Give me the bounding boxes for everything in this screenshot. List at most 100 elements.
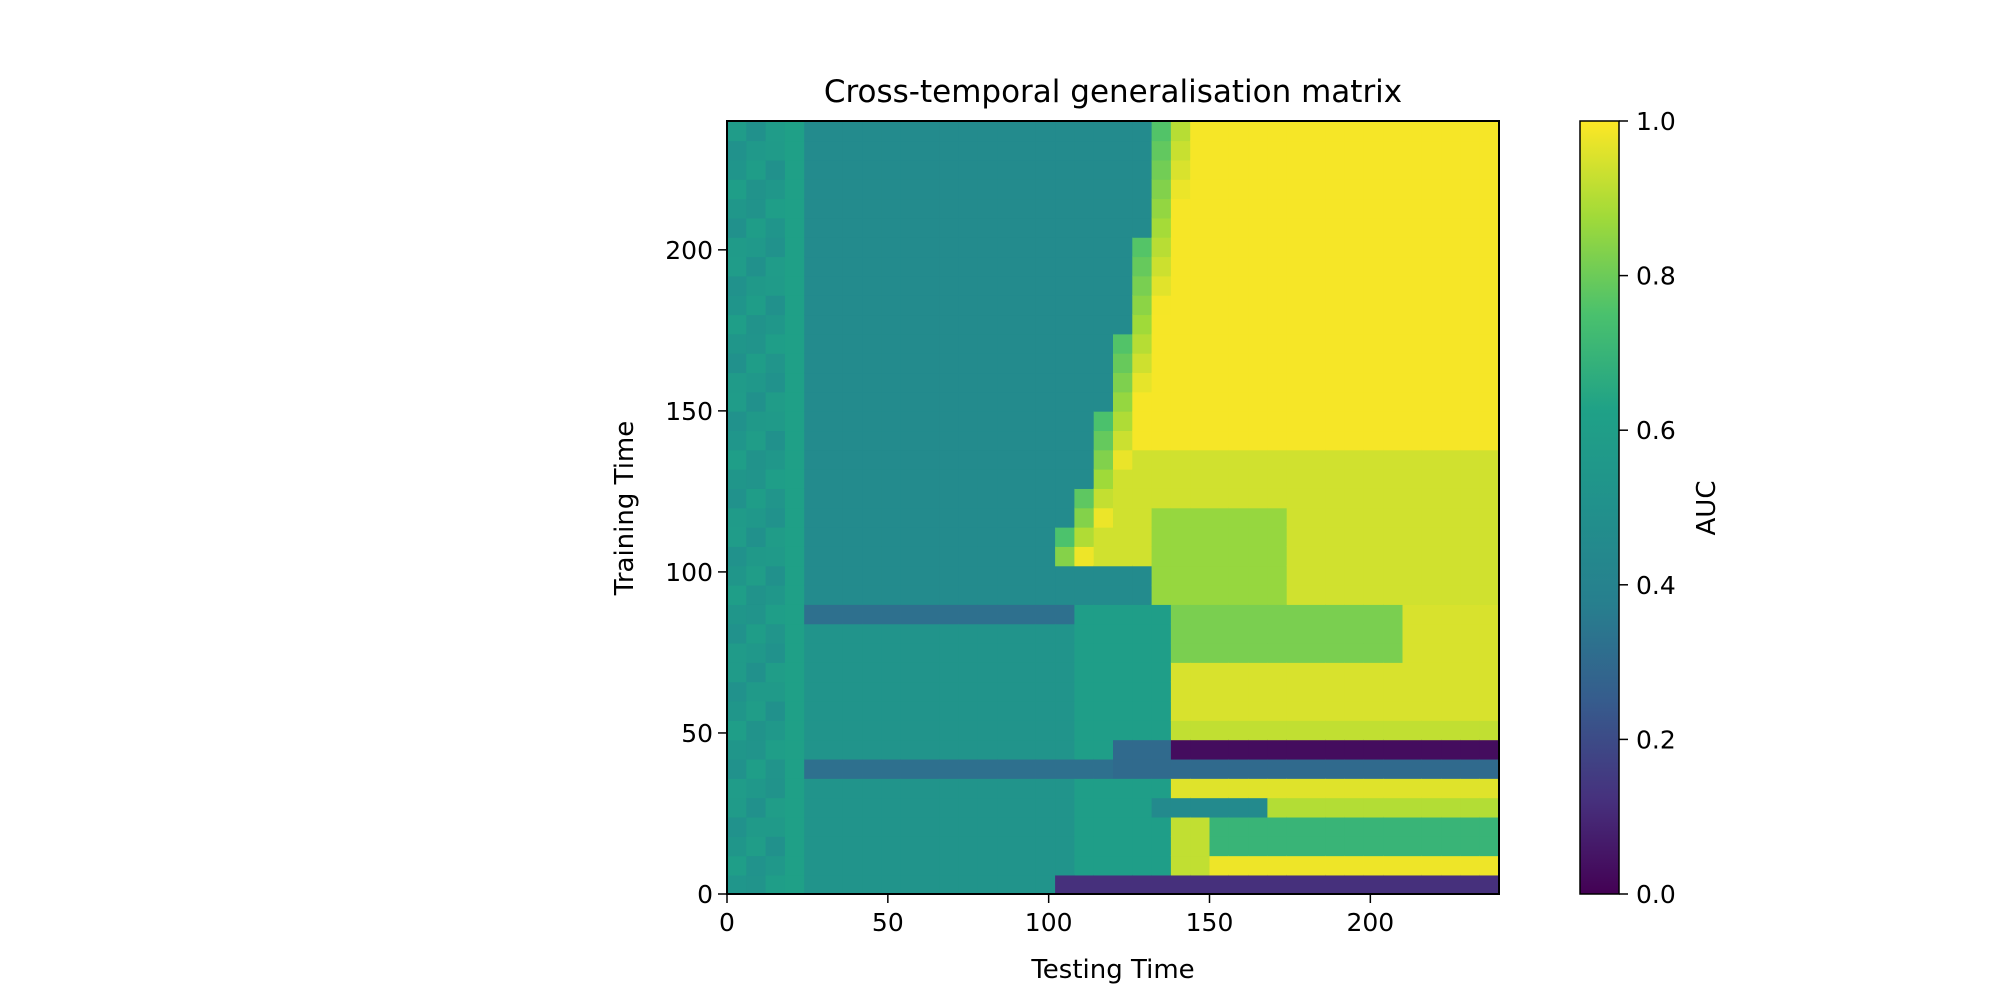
heatmap-cell xyxy=(1267,855,1288,876)
heatmap-cell xyxy=(1441,623,1462,644)
heatmap-cell xyxy=(1132,758,1153,779)
heatmap-cell xyxy=(804,159,825,180)
heatmap-cell xyxy=(939,797,960,818)
heatmap-cell xyxy=(1363,739,1384,760)
heatmap-cell xyxy=(727,217,748,238)
heatmap-cell xyxy=(1383,217,1404,238)
heatmap-cell xyxy=(920,140,941,161)
heatmap-cell xyxy=(997,797,1018,818)
heatmap-cell xyxy=(1132,410,1153,432)
heatmap-cell xyxy=(881,758,902,779)
heatmap-cell xyxy=(746,256,767,277)
heatmap-cell xyxy=(997,159,1018,180)
heatmap-cell xyxy=(1132,642,1153,663)
heatmap-cell xyxy=(1190,778,1211,799)
heatmap-cell xyxy=(727,430,748,451)
heatmap-cell xyxy=(1113,700,1134,721)
heatmap-cell xyxy=(1035,449,1056,470)
heatmap-cell xyxy=(939,855,960,876)
heatmap-cell xyxy=(1055,662,1076,683)
heatmap-cell xyxy=(900,642,921,663)
heatmap-cell xyxy=(1190,739,1211,760)
heatmap-cell xyxy=(881,720,902,741)
heatmap-cell xyxy=(958,507,979,528)
heatmap-cell xyxy=(1479,488,1499,509)
heatmap-cell xyxy=(1209,372,1230,393)
heatmap-cell xyxy=(1286,623,1307,644)
heatmap-cell xyxy=(1421,623,1442,644)
heatmap-cell xyxy=(1344,720,1365,741)
heatmap-cell xyxy=(1363,546,1384,567)
heatmap-cell xyxy=(1363,642,1384,663)
heatmap-cell xyxy=(881,604,902,625)
heatmap-cell xyxy=(765,468,786,489)
heatmap-cell xyxy=(1170,836,1191,857)
heatmap-cell xyxy=(765,681,786,702)
heatmap-cell xyxy=(1170,739,1191,760)
heatmap-cell xyxy=(1479,797,1499,818)
heatmap-cell xyxy=(746,720,767,741)
heatmap-cell xyxy=(1228,449,1249,470)
heatmap-cell xyxy=(862,430,883,451)
heatmap-cell xyxy=(1286,642,1307,663)
heatmap-cell xyxy=(1306,236,1327,258)
heatmap-cell xyxy=(900,836,921,857)
heatmap-cell xyxy=(977,121,998,142)
heatmap-cell xyxy=(1363,178,1384,200)
heatmap-cell xyxy=(1363,584,1384,605)
heatmap-cell xyxy=(1151,526,1172,547)
heatmap-cell xyxy=(1402,121,1423,142)
colorbar-tick-label: 0.4 xyxy=(1636,571,1676,600)
heatmap-cell xyxy=(1228,700,1249,721)
heatmap-cell xyxy=(1479,681,1499,702)
heatmap-cell xyxy=(1286,874,1307,894)
heatmap-cell xyxy=(1441,294,1462,316)
heatmap-cell xyxy=(727,739,748,760)
heatmap-cell xyxy=(1209,410,1230,432)
heatmap-cell xyxy=(842,565,863,586)
heatmap-cell xyxy=(1151,874,1172,894)
heatmap-cell xyxy=(1441,217,1462,238)
heatmap-cell xyxy=(1170,758,1191,779)
heatmap-cell xyxy=(900,430,921,451)
heatmap-cell xyxy=(1190,488,1211,509)
heatmap-cell xyxy=(958,584,979,605)
heatmap-cell xyxy=(881,372,902,393)
heatmap-cell xyxy=(1421,314,1442,335)
heatmap-cell xyxy=(842,855,863,876)
heatmap-cell xyxy=(784,816,805,837)
heatmap-cell xyxy=(746,372,767,393)
heatmap-cell xyxy=(881,391,902,412)
heatmap-cell xyxy=(765,836,786,857)
heatmap-cell xyxy=(1460,526,1481,547)
heatmap-cell xyxy=(1035,410,1056,432)
heatmap-cell xyxy=(1151,430,1172,451)
heatmap-cell xyxy=(881,584,902,605)
heatmap-cell xyxy=(1132,159,1153,180)
heatmap-cell xyxy=(1035,816,1056,837)
heatmap-cell xyxy=(1055,256,1076,277)
heatmap-cell xyxy=(881,236,902,258)
heatmap-cell xyxy=(1016,758,1037,779)
heatmap-cell xyxy=(997,121,1018,142)
heatmap-cell xyxy=(881,121,902,142)
heatmap-cell xyxy=(920,623,941,644)
heatmap-cell xyxy=(900,526,921,547)
heatmap-cell xyxy=(784,739,805,760)
heatmap-cell xyxy=(1170,488,1191,509)
heatmap-cell xyxy=(1344,546,1365,567)
heatmap-cell xyxy=(784,662,805,683)
heatmap-cell xyxy=(784,198,805,219)
heatmap-cell xyxy=(1190,642,1211,663)
heatmap-cell xyxy=(804,526,825,547)
heatmap-cell xyxy=(1421,681,1442,702)
heatmap-cell xyxy=(1170,546,1191,567)
heatmap-cell xyxy=(1248,410,1269,432)
heatmap-cell xyxy=(1228,565,1249,586)
heatmap-cells xyxy=(727,121,1499,894)
heatmap-cell xyxy=(1344,275,1365,296)
heatmap-cell xyxy=(1228,874,1249,894)
heatmap-cell xyxy=(1306,855,1327,876)
heatmap-cell xyxy=(977,178,998,200)
heatmap-cell xyxy=(784,256,805,277)
